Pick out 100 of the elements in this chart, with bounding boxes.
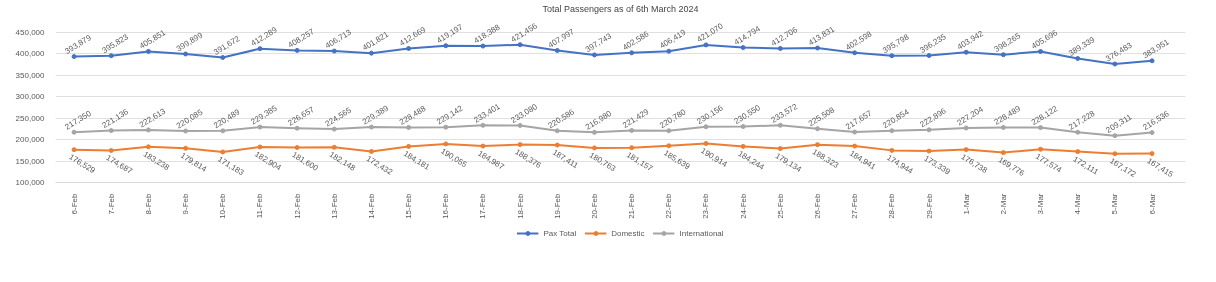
x-tick-label: 8-Feb <box>143 192 153 215</box>
point <box>889 128 895 134</box>
x-tick-label: 23-Feb <box>701 192 711 219</box>
point <box>703 42 709 48</box>
point <box>480 43 486 49</box>
x-tick-label: 25-Feb <box>775 192 785 219</box>
point <box>740 124 746 130</box>
x-tick-label: 28-Feb <box>887 192 897 219</box>
point <box>145 48 151 54</box>
point <box>889 53 895 59</box>
point <box>1075 56 1081 61</box>
legend-label: Domestic <box>611 228 645 238</box>
point <box>331 144 337 150</box>
point <box>629 50 635 56</box>
point <box>777 146 783 152</box>
x-tick-label: 12-Feb <box>292 192 302 219</box>
point <box>368 148 374 154</box>
point <box>852 143 858 149</box>
point <box>257 144 263 150</box>
point <box>108 148 114 153</box>
point <box>368 50 374 56</box>
x-tick-label: 3-Mar <box>1036 193 1046 215</box>
point <box>889 147 895 153</box>
y-tick-label: 200,000 <box>15 135 46 145</box>
point <box>963 49 969 55</box>
point <box>517 42 523 48</box>
point <box>554 128 560 134</box>
point <box>183 145 189 151</box>
point <box>815 142 821 148</box>
point <box>220 149 226 155</box>
point <box>145 144 151 150</box>
x-tick-label: 22-Feb <box>664 192 674 219</box>
x-tick-label: 1-Mar <box>961 193 971 215</box>
x-tick-label: 13-Feb <box>329 192 339 219</box>
y-tick-label: 450,000 <box>15 28 46 37</box>
point <box>220 128 226 134</box>
point <box>183 128 189 134</box>
point <box>1112 151 1118 157</box>
y-tick-label: 400,000 <box>15 49 46 59</box>
point <box>591 52 597 58</box>
point <box>1112 133 1118 139</box>
point <box>108 53 114 59</box>
point <box>703 141 709 147</box>
y-tick-label: 300,000 <box>15 92 46 102</box>
x-tick-label: 24-Feb <box>738 192 748 219</box>
point <box>852 50 858 56</box>
point <box>926 127 932 133</box>
point <box>963 147 969 153</box>
point <box>368 124 374 130</box>
x-tick-label: 27-Feb <box>850 192 860 219</box>
y-tick-label: 250,000 <box>15 113 46 123</box>
x-tick-label: 4-Mar <box>1073 193 1083 215</box>
point <box>406 143 412 149</box>
point <box>108 128 114 134</box>
point <box>926 53 932 59</box>
point <box>257 46 263 52</box>
x-tick-label: 11-Feb <box>255 192 265 219</box>
point <box>220 55 226 60</box>
point <box>71 147 77 153</box>
point <box>629 145 635 151</box>
point <box>815 45 821 51</box>
point <box>331 48 337 54</box>
point <box>1149 58 1155 64</box>
x-tick-label: 16-Feb <box>441 192 451 219</box>
point <box>443 141 449 147</box>
point <box>1038 125 1044 131</box>
point <box>1038 48 1044 54</box>
x-tick-label: 19-Feb <box>552 192 562 219</box>
x-tick-label: 26-Feb <box>813 192 823 219</box>
point <box>815 126 821 132</box>
x-tick-label: 21-Feb <box>627 192 637 219</box>
point <box>666 48 672 54</box>
x-tick-label: 2-Mar <box>998 193 1008 215</box>
point <box>666 128 672 134</box>
point <box>145 127 151 133</box>
x-tick-label: 9-Feb <box>181 192 191 215</box>
x-tick-label: 6-Feb <box>69 192 79 215</box>
point <box>1149 130 1155 136</box>
point <box>294 145 300 151</box>
x-tick-label: 29-Feb <box>924 192 934 219</box>
point <box>1075 149 1081 155</box>
point <box>777 45 783 51</box>
point <box>591 145 597 151</box>
legend-label: Pax Total <box>543 228 577 238</box>
x-tick-label: 15-Feb <box>404 192 414 219</box>
point <box>1149 151 1155 157</box>
point <box>406 46 412 51</box>
point <box>666 143 672 149</box>
y-tick-label: 100,000 <box>15 178 46 187</box>
point <box>1112 61 1118 67</box>
point <box>1000 150 1006 156</box>
point <box>1038 146 1044 152</box>
point <box>183 51 189 57</box>
x-tick-label: 17-Feb <box>478 192 488 219</box>
x-tick-label: 6-Mar <box>1147 193 1157 215</box>
y-tick-label: 350,000 <box>15 70 46 80</box>
x-tick-label: 20-Feb <box>589 192 599 219</box>
point <box>703 124 709 130</box>
point <box>443 43 449 49</box>
y-tick-label: 150,000 <box>15 156 46 166</box>
